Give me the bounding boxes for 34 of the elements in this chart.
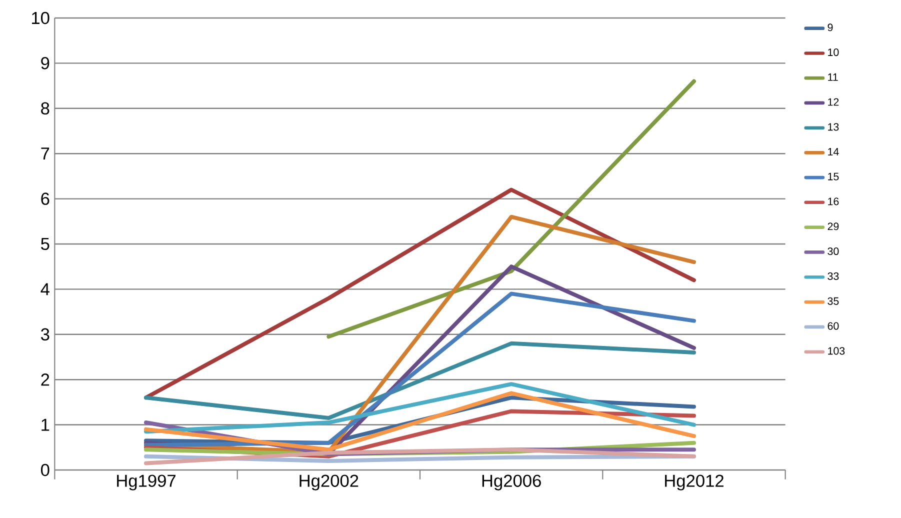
x-tick-label: Hg2012	[665, 474, 724, 490]
legend-label: 9	[828, 24, 833, 32]
y-tick-label: 2	[41, 374, 50, 386]
x-tick-label: Hg2002	[300, 474, 358, 490]
legend-label: 33	[828, 272, 839, 280]
y-tick-label: 7	[41, 148, 50, 160]
y-tick-label: 0	[40, 464, 50, 476]
y-tick-label: 1	[42, 418, 50, 431]
legend-label: 16	[828, 198, 839, 206]
legend-label: 10	[828, 48, 839, 56]
x-tick-label: Hg2006	[482, 474, 541, 490]
legend-label: 35	[828, 297, 839, 305]
legend-label: 103	[828, 347, 845, 355]
x-tick-label: Hg1997	[117, 474, 176, 490]
legend-label: 11	[828, 73, 838, 81]
line-series	[144, 448, 696, 466]
y-tick-label: 5	[41, 238, 50, 250]
legend-label: 29	[828, 222, 839, 230]
y-tick-label: 4	[40, 283, 50, 296]
line-series	[144, 382, 696, 434]
legend-label: 13	[828, 123, 839, 131]
line-series	[144, 391, 696, 452]
legend-label: 60	[828, 322, 839, 330]
y-tick-label: 8	[41, 102, 50, 115]
y-tick-label: 6	[41, 192, 50, 205]
y-tick-label: 9	[41, 57, 50, 70]
legend-label: 30	[828, 247, 839, 256]
legend-label: 14	[828, 148, 839, 156]
legend-label: 12	[828, 98, 839, 106]
y-tick-label: 10	[32, 12, 50, 24]
line-series	[144, 341, 696, 420]
legend-label: 15	[828, 172, 839, 180]
y-tick-label: 3	[40, 328, 50, 341]
line-series	[144, 292, 696, 448]
